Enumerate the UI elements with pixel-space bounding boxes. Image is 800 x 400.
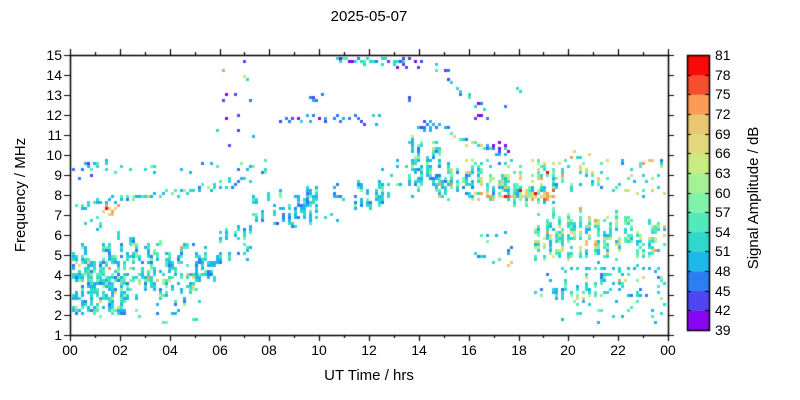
colorbar-tick-label: 66 [715, 145, 731, 161]
x-tick-label: 14 [411, 342, 427, 358]
colorbar-tick-label: 78 [715, 67, 731, 83]
x-tick-label: 18 [511, 342, 527, 358]
y-tick-label: 4 [54, 267, 62, 283]
x-tick-label: 12 [361, 342, 377, 358]
y-tick-label: 15 [46, 47, 62, 63]
colorbar-tick-label: 75 [715, 86, 731, 102]
colorbar-tick-label: 57 [715, 204, 731, 220]
y-tick-label: 2 [54, 307, 62, 323]
colorbar-label: Signal Amplitude / dB [745, 126, 762, 270]
x-tick-label: 00 [660, 342, 676, 358]
x-tick-label: 04 [162, 342, 178, 358]
colorbar-tick-label: 45 [715, 283, 731, 299]
x-tick-label: 02 [112, 342, 128, 358]
x-tick-label: 06 [212, 342, 228, 358]
y-tick-label: 11 [47, 127, 62, 143]
y-tick-label: 10 [46, 147, 62, 163]
x-axis-label: UT Time / hrs [324, 367, 414, 384]
y-tick-label: 12 [46, 107, 62, 123]
y-tick-label: 6 [54, 227, 62, 243]
y-tick-label: 1 [54, 327, 62, 343]
colorbar-tick-label: 81 [715, 47, 731, 63]
y-tick-label: 14 [46, 67, 62, 83]
y-tick-label: 3 [54, 287, 62, 303]
x-tick-label: 20 [560, 342, 576, 358]
colorbar-tick-label: 60 [715, 185, 731, 201]
y-tick-label: 7 [54, 207, 62, 223]
x-tick-label: 22 [610, 342, 626, 358]
chart-title: 2025-05-07 [330, 8, 408, 25]
colorbar-tick-label: 72 [715, 106, 731, 122]
x-tick-label: 10 [311, 342, 327, 358]
colorbar-tick-label: 39 [715, 322, 731, 338]
y-tick-label: 5 [54, 247, 62, 263]
colorbar-tick-label: 42 [715, 302, 731, 318]
colorbar-tick-label: 63 [715, 165, 731, 181]
colorbar-tick-label: 51 [715, 243, 731, 259]
y-tick-label: 8 [54, 187, 62, 203]
x-tick-label: 00 [62, 342, 78, 358]
y-tick-label: 9 [54, 167, 62, 183]
y-tick-label: 13 [46, 87, 62, 103]
colorbar-tick-label: 69 [715, 126, 731, 142]
x-tick-label: 16 [461, 342, 477, 358]
colorbar-tick-label: 54 [715, 224, 731, 240]
x-tick-label: 08 [261, 342, 277, 358]
colorbar-tick-label: 48 [715, 263, 731, 279]
